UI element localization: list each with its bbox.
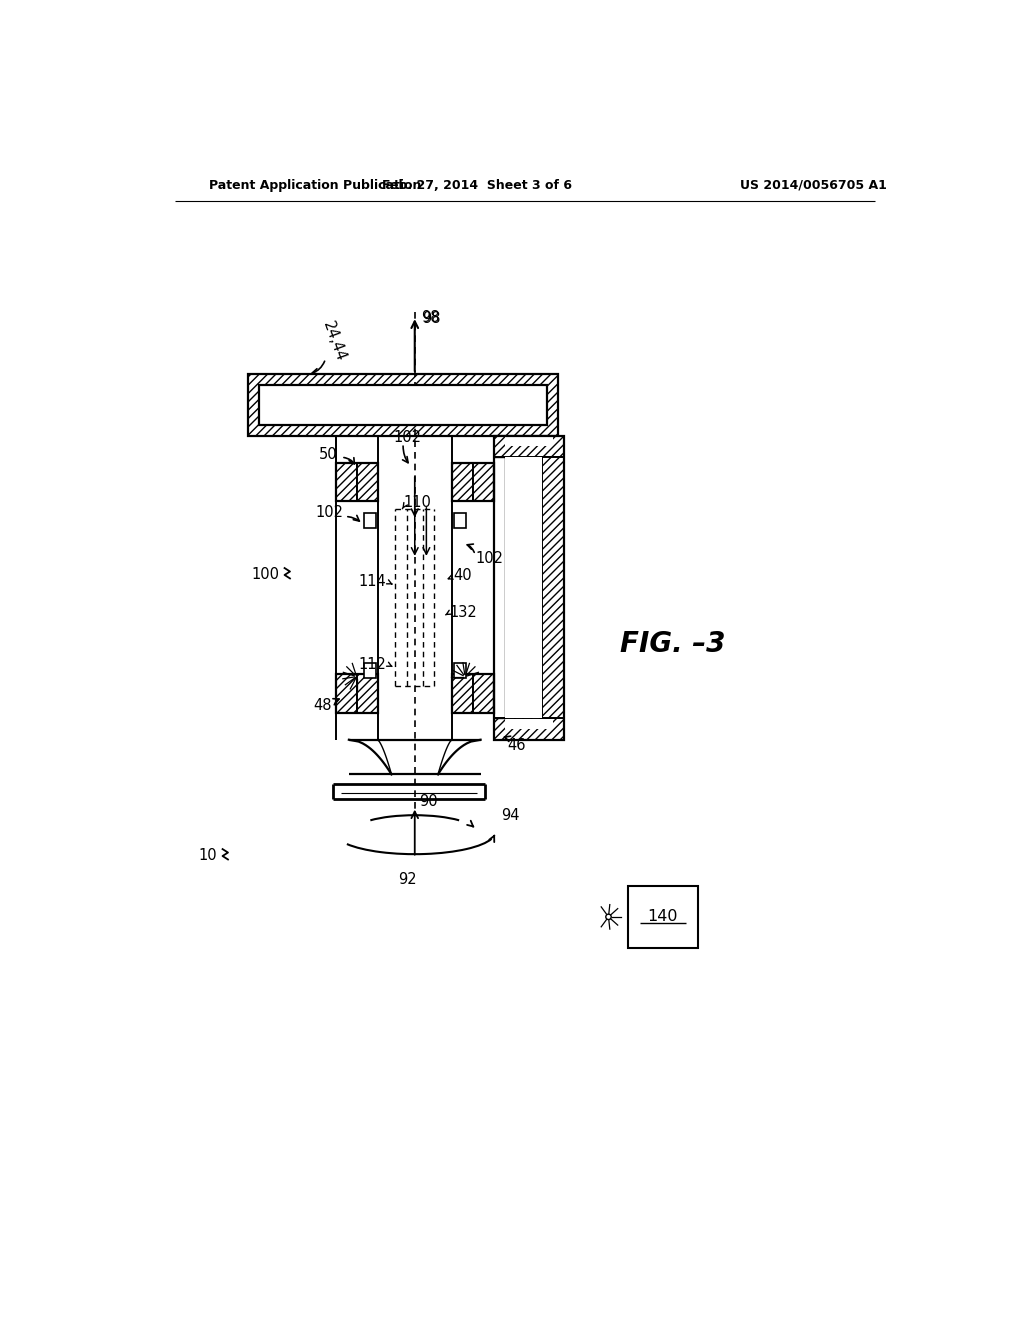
Text: 98: 98 (421, 310, 439, 325)
Text: US 2014/0056705 A1: US 2014/0056705 A1 (740, 178, 887, 191)
Bar (259, 385, 547, 425)
Text: Feb. 27, 2014  Sheet 3 of 6: Feb. 27, 2014 Sheet 3 of 6 (382, 178, 571, 191)
Text: 50: 50 (318, 447, 337, 462)
Bar (473, 675, 494, 713)
Bar (452, 462, 473, 502)
Text: 46: 46 (508, 738, 526, 752)
Text: 94: 94 (502, 808, 520, 822)
Bar (259, 385, 547, 425)
Text: Patent Application Publication: Patent Application Publication (209, 178, 422, 191)
Bar (364, 512, 376, 528)
Text: 90: 90 (419, 795, 437, 809)
Bar (364, 663, 376, 678)
Bar (494, 436, 563, 457)
Bar (505, 437, 553, 446)
Text: 102: 102 (475, 552, 503, 566)
Bar (356, 462, 378, 502)
Bar (336, 462, 378, 502)
Text: 112: 112 (358, 657, 386, 672)
Text: 114: 114 (358, 574, 386, 590)
Bar (542, 457, 563, 718)
Bar (336, 675, 378, 713)
Text: 100: 100 (251, 566, 280, 582)
Text: 102: 102 (315, 506, 343, 520)
Bar (356, 675, 378, 713)
Bar (505, 457, 542, 718)
Text: 140: 140 (647, 909, 678, 924)
Bar (452, 462, 494, 502)
Text: 10: 10 (199, 847, 217, 863)
Text: 110: 110 (403, 495, 431, 510)
Text: 48: 48 (313, 697, 332, 713)
Bar (494, 436, 563, 739)
Bar (452, 675, 473, 713)
Bar (336, 462, 356, 502)
Bar (452, 675, 494, 713)
Text: 98: 98 (423, 312, 441, 326)
Text: FIG. –3: FIG. –3 (621, 630, 725, 657)
Bar (628, 886, 697, 948)
Bar (248, 374, 558, 436)
Bar (473, 462, 494, 502)
Bar (454, 512, 466, 528)
Bar (494, 718, 563, 739)
Text: 40: 40 (454, 568, 472, 583)
Text: 132: 132 (450, 605, 477, 620)
Text: 24,44: 24,44 (321, 319, 348, 364)
Bar (505, 719, 553, 729)
Text: 102: 102 (393, 429, 421, 445)
Bar (336, 675, 356, 713)
Text: 92: 92 (397, 873, 417, 887)
Bar (454, 663, 466, 678)
